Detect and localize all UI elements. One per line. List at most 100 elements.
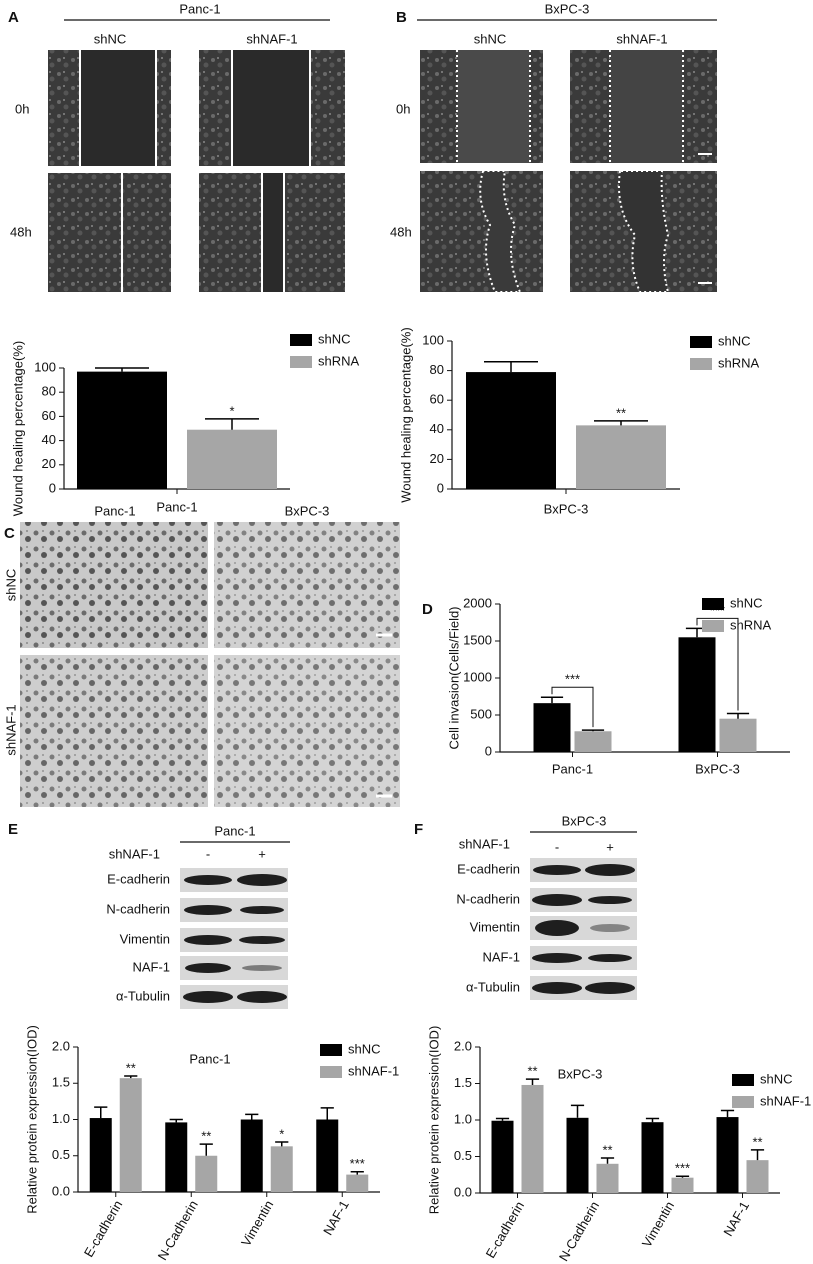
y-tick-label: 1500	[463, 632, 492, 647]
panel-title: BxPC-3	[545, 1, 590, 16]
y-tick-label: 500	[470, 706, 492, 721]
bar	[576, 425, 666, 489]
error-bar	[720, 1109, 735, 1118]
column-label: shNC	[94, 31, 127, 46]
x-tick-label: N-Cadherin	[556, 1199, 602, 1264]
legend-swatch	[320, 1044, 342, 1056]
significance-label: **	[527, 1064, 537, 1079]
error-bar	[675, 1175, 690, 1178]
row-label: shNC	[3, 569, 18, 602]
x-tick-label: E-cadherin	[81, 1198, 125, 1260]
legend-label: shNC	[730, 595, 763, 610]
legend-label: shNC	[318, 331, 351, 346]
error-bar	[594, 420, 648, 426]
x-tick-label: Vimentin	[238, 1198, 276, 1249]
panel-letter: F	[414, 821, 423, 838]
bar	[719, 718, 757, 752]
panel-letter: C	[4, 525, 15, 542]
significance-label: **	[616, 405, 626, 420]
row-label: 48h	[10, 224, 32, 239]
blot-condition: shNAF-1	[459, 836, 510, 851]
panel-letter: A	[8, 9, 19, 26]
x-tick-label: Panc-1	[156, 499, 197, 514]
bar	[641, 1122, 664, 1193]
error-bar	[94, 1106, 108, 1119]
bar	[716, 1117, 739, 1193]
error-bar	[245, 1113, 259, 1120]
y-axis-label: Relative protein expression(IOD)	[426, 1026, 441, 1215]
y-tick-label: 1000	[463, 669, 492, 684]
y-tick-label: 40	[42, 432, 56, 447]
micrographs-a	[48, 50, 345, 292]
protein-label: Vimentin	[470, 919, 520, 934]
bar	[165, 1122, 188, 1192]
bar	[316, 1119, 339, 1192]
panel-letter: E	[8, 821, 18, 838]
bar	[566, 1117, 589, 1193]
x-tick-label: BxPC-3	[695, 761, 740, 776]
error-bar	[540, 696, 564, 704]
legend-swatch	[290, 356, 312, 368]
y-tick-label: 1.5	[52, 1075, 70, 1090]
significance-label: **	[201, 1129, 211, 1144]
blot-condition: shNAF-1	[109, 846, 160, 861]
x-tick-label: NAF-1	[720, 1199, 752, 1239]
bar	[187, 429, 277, 489]
column-label: shNAF-1	[616, 31, 667, 46]
y-tick-label: 100	[422, 332, 444, 347]
panel-letter: D	[422, 601, 433, 618]
legend-label: shNC	[348, 1041, 381, 1056]
bar	[240, 1119, 263, 1192]
y-tick-label: 1.0	[52, 1111, 70, 1126]
lane-label: +	[258, 846, 266, 861]
y-tick-label: 2.0	[52, 1038, 70, 1053]
y-tick-label: 0.0	[52, 1183, 70, 1198]
legend-label: shNAF-1	[760, 1093, 811, 1108]
row-label: 0h	[396, 101, 410, 116]
error-bar	[484, 360, 538, 373]
y-tick-label: 20	[42, 456, 56, 471]
bar	[89, 1118, 112, 1192]
protein-label: E-cadherin	[457, 861, 520, 876]
error-bar	[169, 1118, 183, 1123]
row-label: 0h	[15, 101, 29, 116]
error-bar	[570, 1104, 585, 1118]
error-bar	[495, 1117, 510, 1121]
column-label: shNC	[474, 31, 507, 46]
legend-swatch	[732, 1074, 754, 1086]
y-axis-label: Wound healing percentage(%)	[398, 327, 413, 502]
micrographs-c	[20, 522, 400, 807]
y-tick-label: 0	[485, 743, 492, 758]
lane-label: -	[555, 839, 559, 854]
bar	[195, 1155, 218, 1192]
y-tick-label: 100	[34, 359, 56, 374]
bar	[77, 371, 167, 489]
significance-label: ***	[675, 1161, 690, 1176]
protein-label: α-Tubulin	[116, 988, 170, 1003]
x-tick-label: BxPC-3	[544, 501, 589, 516]
bar	[533, 703, 571, 752]
y-tick-label: 2.0	[454, 1038, 472, 1053]
blots	[64, 19, 717, 1009]
error-bar	[320, 1107, 334, 1120]
bar	[746, 1160, 769, 1193]
bar	[596, 1163, 619, 1193]
y-tick-label: 60	[42, 408, 56, 423]
panel-title: Panc-1	[179, 1, 220, 16]
y-tick-label: 0.0	[454, 1184, 472, 1199]
chart-title: Panc-1	[189, 1051, 230, 1066]
column-label: shNAF-1	[246, 31, 297, 46]
bar	[678, 637, 716, 752]
y-tick-label: 2000	[463, 595, 492, 610]
significance-label: *	[229, 403, 234, 418]
chart-title: BxPC-3	[558, 1066, 603, 1081]
y-tick-label: 0.5	[454, 1148, 472, 1163]
significance-label: ***	[565, 672, 580, 687]
bar	[119, 1078, 142, 1192]
y-tick-label: 0	[437, 480, 444, 495]
significance-label: **	[752, 1134, 762, 1149]
protein-label: NAF-1	[132, 959, 170, 974]
column-label: BxPC-3	[285, 503, 330, 518]
bar	[466, 372, 556, 489]
